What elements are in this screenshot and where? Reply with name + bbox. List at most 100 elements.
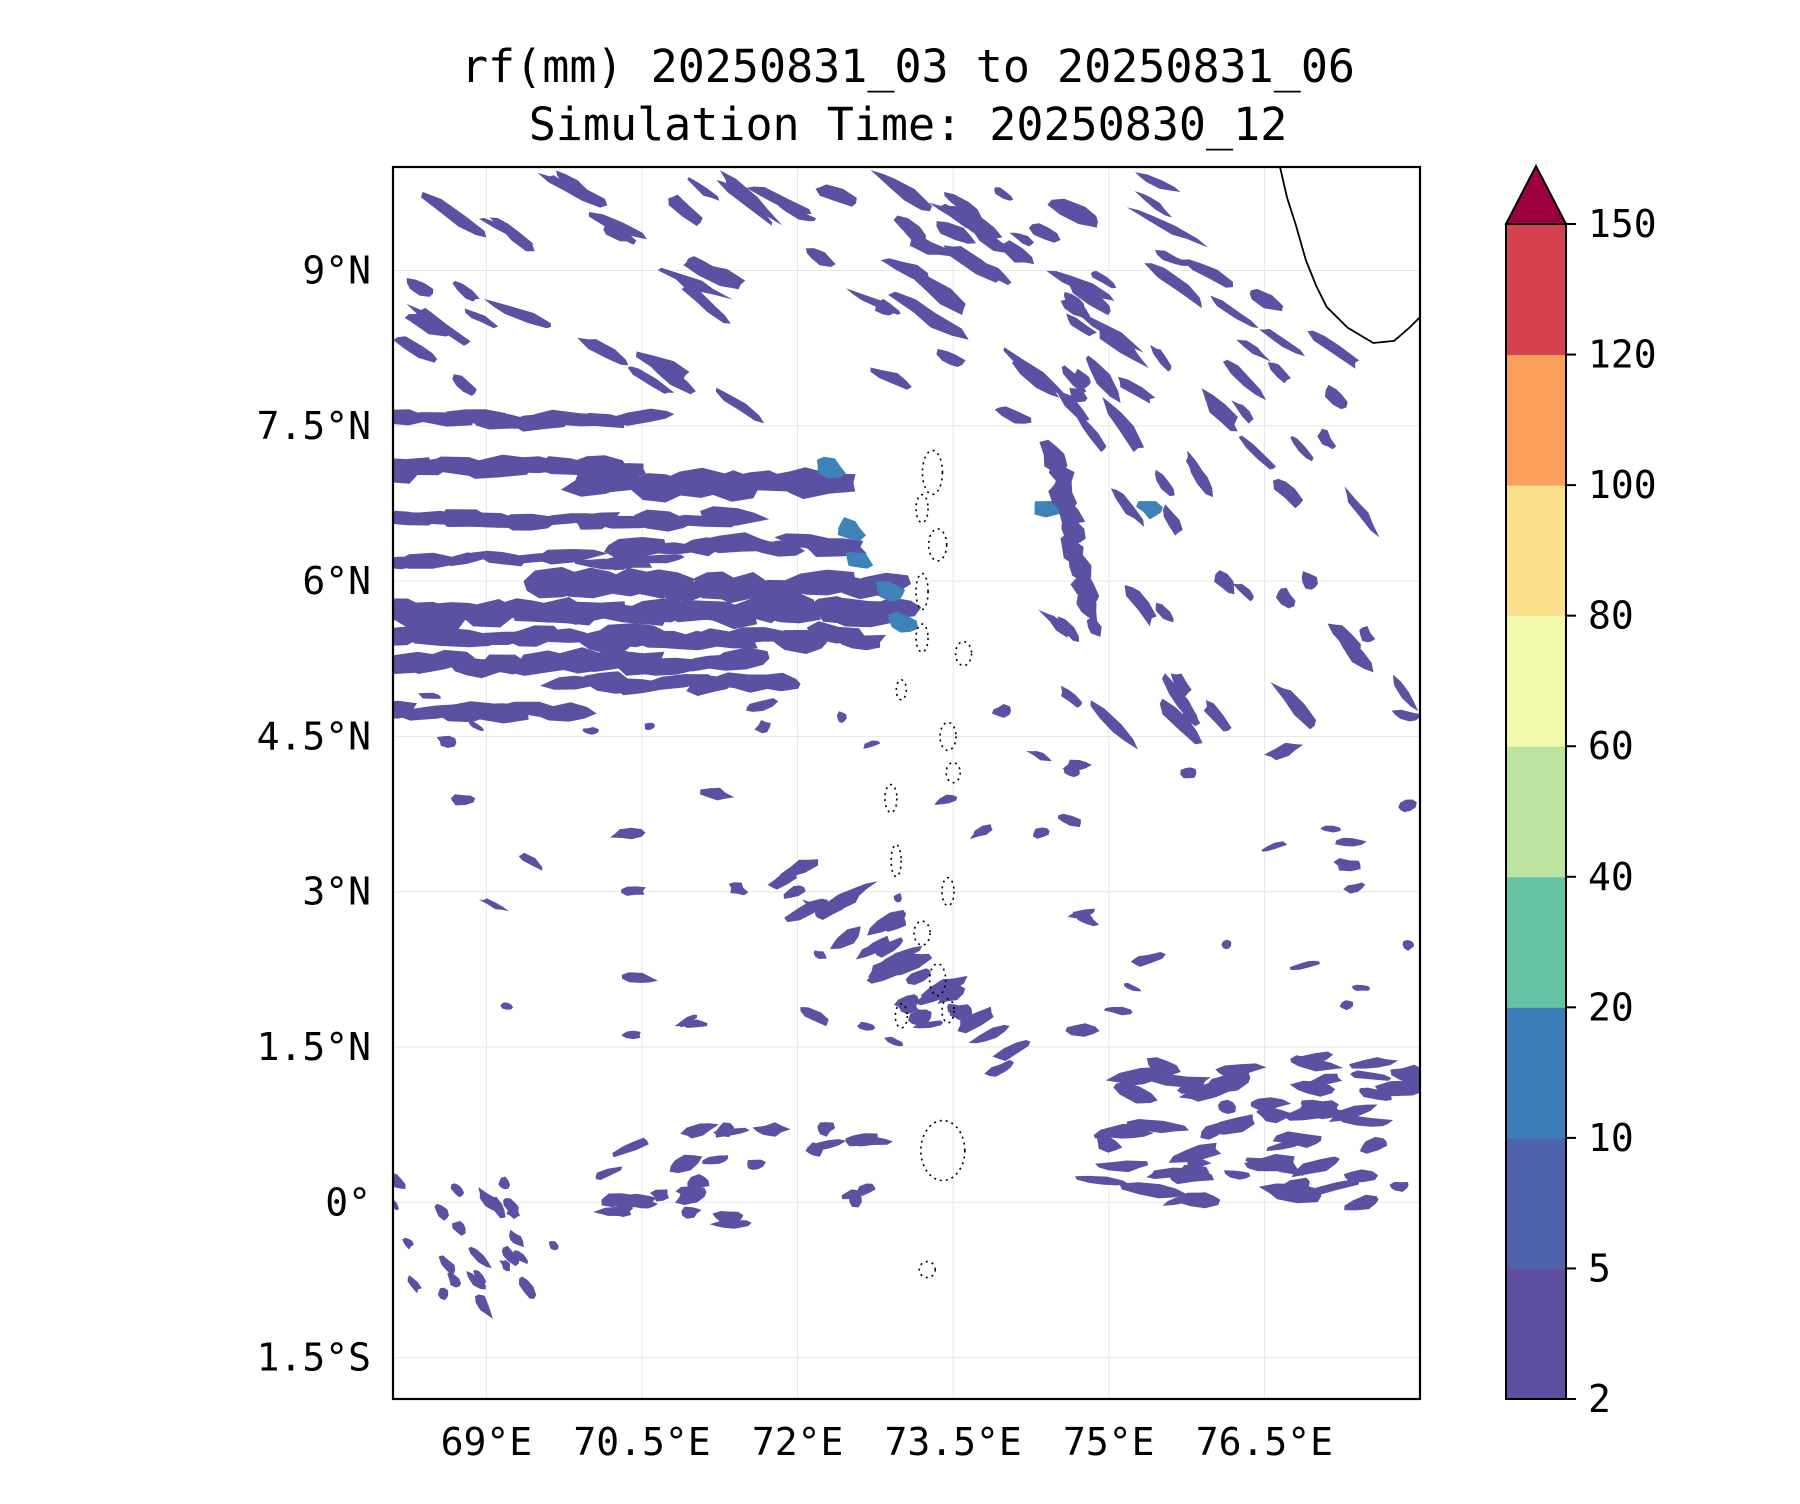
colorbar-segment — [1506, 746, 1566, 878]
rain-cell — [450, 794, 476, 806]
rain-streak — [1291, 1156, 1340, 1178]
island-atoll — [918, 1260, 937, 1279]
island-atoll — [928, 962, 947, 997]
rain-cell — [1264, 742, 1304, 761]
rain-streak — [1102, 396, 1145, 453]
rain-streak — [1155, 469, 1175, 497]
lat-tick-label: 0° — [325, 1180, 371, 1224]
rain-streak — [1058, 392, 1090, 423]
rain-cell — [1339, 1000, 1354, 1011]
lat-tick-label: 7.5°N — [257, 404, 371, 448]
rain-streak — [1200, 1121, 1225, 1140]
rain-streak — [894, 994, 919, 1011]
rain-streak — [1259, 328, 1306, 357]
rain-cell — [644, 722, 655, 731]
island-atoll — [954, 640, 973, 667]
rain-streak — [1378, 1078, 1420, 1092]
colorbar: 2 5 10 20 40 60 80 100 120 150 — [1504, 163, 1657, 1421]
rain-cell — [1289, 960, 1320, 971]
rain-cell — [621, 972, 658, 983]
rain-cell — [1063, 767, 1080, 778]
rain-streak — [603, 224, 634, 242]
rain-cell — [612, 1137, 649, 1158]
rain-core — [837, 517, 866, 541]
rain-cell — [609, 827, 646, 840]
rain-band-cell — [399, 649, 475, 674]
rain-cell — [728, 882, 749, 896]
rain-streak — [686, 256, 714, 274]
rain-streak — [1324, 384, 1348, 410]
rain-streak — [908, 1009, 932, 1026]
rain-cell — [1261, 841, 1288, 852]
island-atoll — [920, 1119, 966, 1182]
rain-streak — [1344, 486, 1380, 538]
rain-streak — [1343, 1169, 1379, 1183]
rain-cell — [813, 950, 827, 959]
lon-tick-label: 70.5°E — [573, 1420, 710, 1464]
rain-streak — [1060, 298, 1091, 318]
rain-streak — [537, 172, 589, 201]
rain-cell — [1072, 911, 1100, 927]
rain-cell — [649, 1189, 669, 1202]
island-atoll — [895, 679, 908, 701]
rain-cell — [434, 1203, 449, 1221]
rain-streak — [994, 187, 1014, 201]
island-atoll — [913, 920, 931, 946]
rain-cell — [1391, 709, 1420, 722]
rain-cell — [884, 1036, 904, 1047]
rain-cell — [863, 740, 881, 749]
rain-cell — [450, 1183, 465, 1198]
island-atoll — [927, 528, 948, 562]
rain-streak — [577, 337, 629, 366]
rain-cell — [1335, 837, 1367, 847]
rain-band-cell — [506, 625, 562, 647]
rain-streak — [1011, 360, 1060, 398]
rain-cell — [752, 1122, 791, 1137]
rain-cell — [436, 735, 457, 748]
rain-cell — [857, 1183, 876, 1197]
colorbar-tick-label: 5 — [1588, 1246, 1611, 1290]
rain-cell — [500, 1002, 514, 1010]
rain-streak — [1061, 365, 1087, 394]
rain-cell — [754, 720, 772, 734]
rain-band-cell — [534, 702, 597, 722]
rain-cell — [991, 704, 1011, 718]
colorbar-segment — [1506, 1007, 1566, 1139]
rain-cell — [469, 720, 485, 731]
rain-cell — [857, 1021, 876, 1031]
rain-streak — [1085, 355, 1121, 403]
rain-cell — [518, 852, 543, 871]
rain-streak — [1176, 1164, 1210, 1179]
rain-cell — [700, 787, 735, 801]
rain-streak — [1150, 344, 1172, 372]
rain-streak — [949, 1004, 973, 1021]
rain-cell — [969, 824, 993, 840]
rain-streak — [1144, 263, 1202, 309]
title-line-1: rf(mm) 20250831_03 to 20250831_06 — [461, 40, 1355, 93]
rain-streak — [452, 281, 480, 302]
rain-cell — [513, 1250, 528, 1265]
rain-cell — [715, 1122, 734, 1138]
rain-band-cell — [1076, 592, 1098, 624]
lat-tick-label: 6°N — [302, 559, 371, 603]
colorbar-tick-label: 80 — [1588, 594, 1634, 638]
rain-cell — [478, 1187, 497, 1211]
rain-cell — [1351, 984, 1371, 991]
colorbar-segment — [1506, 876, 1566, 1008]
rain-streak — [1163, 504, 1183, 536]
island-atoll — [915, 623, 929, 653]
rain-streak — [556, 170, 588, 195]
india-coastline — [1279, 167, 1420, 344]
rain-streak — [1187, 1158, 1212, 1168]
rain-streak — [1168, 1142, 1222, 1163]
colorbar-frame — [1505, 223, 1567, 1400]
rain-streak — [670, 273, 720, 313]
rain-streak — [1245, 1157, 1304, 1176]
rain-streak — [936, 221, 976, 244]
rain-streak — [452, 374, 477, 396]
rain-cell — [679, 1019, 708, 1028]
rain-core — [876, 580, 906, 602]
rain-streak — [957, 1006, 994, 1034]
colorbar-tick-label: 150 — [1588, 202, 1657, 246]
